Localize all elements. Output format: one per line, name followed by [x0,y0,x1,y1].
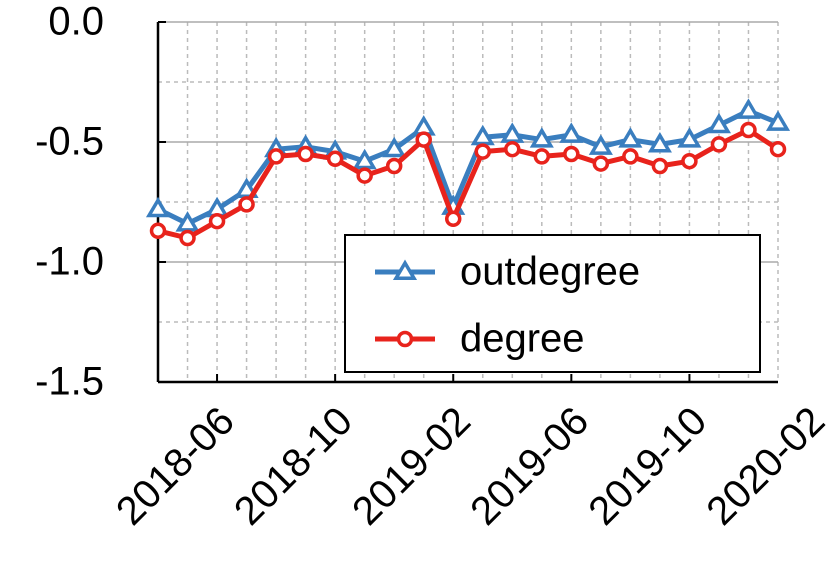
x-tick-label: 2018-10 [226,399,361,534]
marker [145,196,171,218]
marker [559,122,584,143]
marker [385,157,403,175]
marker [618,127,643,148]
marker [736,98,761,119]
marker [267,148,285,165]
y-tick-label: -0.5 [35,120,104,164]
marker [651,157,669,175]
marker [706,112,732,134]
marker [179,229,196,247]
marker [647,131,672,153]
marker [622,148,639,165]
legend-label: outdegree [460,250,640,294]
marker [592,155,610,172]
legend-label: degree [460,317,585,361]
legend-box [344,234,761,373]
marker [356,167,373,184]
marker [392,259,418,281]
marker [677,127,702,148]
marker [529,127,554,148]
x-tick-label: 2019-10 [580,399,715,534]
marker [149,222,167,240]
marker [175,211,200,232]
y-tick-label: -1.0 [35,240,104,284]
marker [415,131,432,148]
marker [769,140,787,158]
marker [352,148,377,170]
marker [710,136,728,153]
marker [208,212,226,230]
marker [444,210,462,228]
marker [470,124,495,146]
marker [474,143,492,160]
x-tick-label: 2019-06 [462,399,597,534]
x-tick-label: 2019-02 [344,399,479,534]
series-line [156,108,779,227]
y-tick-label: 0.0 [48,0,104,44]
marker [396,330,414,348]
marker [563,145,580,163]
marker [681,152,698,170]
marker [326,150,344,168]
y-tick-label: -1.5 [35,360,104,404]
marker [765,110,791,131]
marker [238,196,255,213]
marker [588,134,613,155]
x-tick-label: 2020-02 [698,399,832,534]
marker [504,140,521,158]
marker [382,136,407,158]
marker [533,148,551,165]
marker [740,121,757,139]
x-tick-label: 2018-06 [108,399,243,534]
series-line [157,127,780,241]
marker [297,145,314,163]
marker [500,122,525,143]
